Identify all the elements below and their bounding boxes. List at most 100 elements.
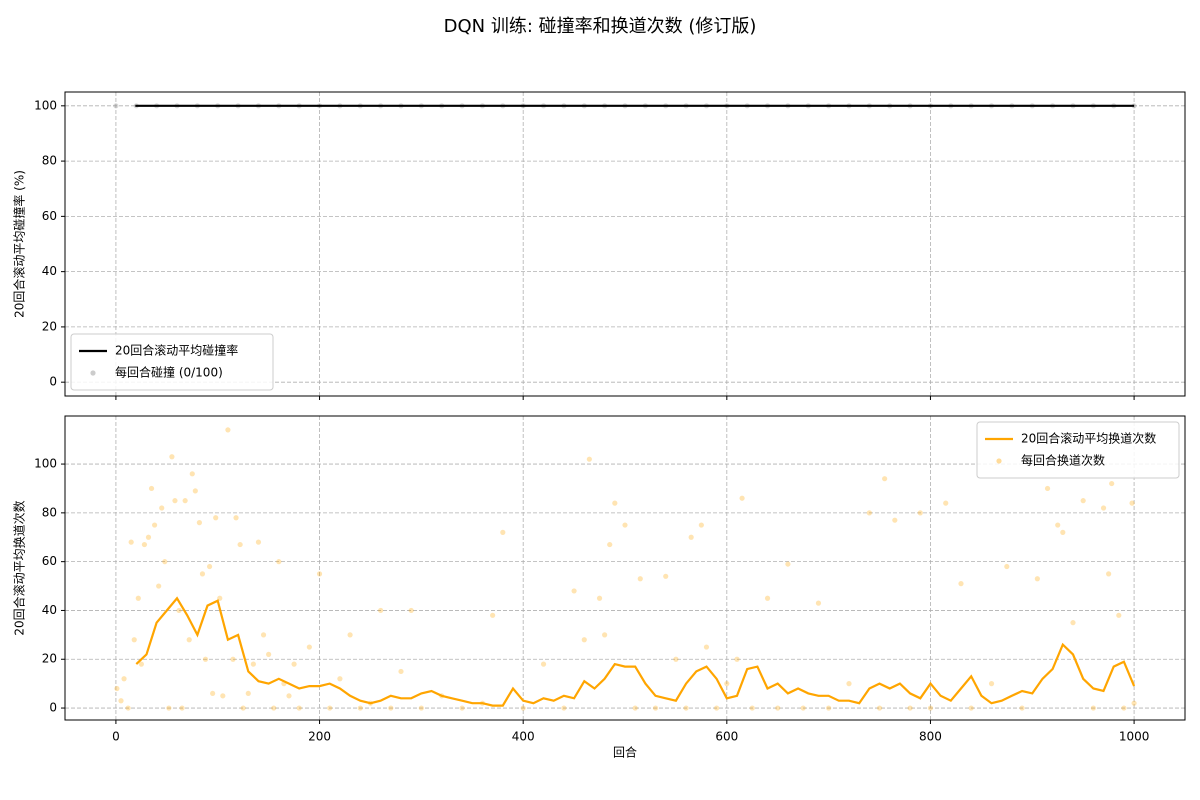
scatter-point: [943, 500, 949, 506]
scatter-point: [637, 576, 643, 582]
y-tick-label: 0: [49, 701, 57, 715]
legend-swatch: [90, 370, 96, 376]
x-tick-label: 600: [715, 730, 738, 744]
scatter-point: [500, 529, 506, 535]
x-tick-label: 800: [919, 730, 942, 744]
scatter-point: [398, 668, 404, 675]
scatter-point: [688, 534, 694, 540]
scatter-point: [225, 427, 231, 433]
y-tick-label: 100: [34, 98, 57, 112]
scatter-point: [652, 705, 659, 711]
y-tick-label: 40: [42, 264, 57, 278]
y-tick-label: 0: [49, 375, 57, 389]
x-axis-label: 回合: [613, 745, 637, 760]
scatter-point: [145, 534, 152, 540]
scatter-point: [775, 705, 781, 711]
scatter-point: [152, 522, 158, 528]
scatter-point: [260, 632, 267, 638]
scatter-point: [118, 698, 124, 704]
scatter-point: [182, 498, 188, 504]
scatter-point: [800, 705, 806, 711]
scatter-point: [250, 661, 256, 667]
scatter-point: [266, 651, 272, 657]
scatter-point: [459, 705, 465, 711]
scatter-point: [882, 476, 888, 482]
scatter-point: [169, 454, 175, 460]
scatter-point: [866, 510, 872, 516]
scatter-point: [988, 681, 995, 687]
y-tick-label: 60: [42, 209, 57, 223]
scatter-point: [561, 705, 567, 711]
line-series: [135, 596, 1136, 707]
scatter-point: [734, 656, 740, 662]
figure-title: DQN 训练: 碰撞率和换道次数 (修订版): [444, 16, 757, 37]
y-axis-label: 20回合滚动平均碰撞率 (%): [12, 170, 27, 318]
scatter-point: [698, 522, 704, 528]
scatter-point: [337, 676, 343, 682]
y-tick-label: 60: [42, 554, 57, 568]
scatter-point: [846, 681, 852, 687]
scatter-point: [826, 705, 832, 711]
scatter-point: [632, 705, 638, 711]
scatter-point: [1060, 529, 1066, 535]
scatter-point: [785, 561, 791, 567]
y-tick-label: 40: [42, 603, 57, 617]
scatter-point: [237, 541, 243, 548]
axes-frame: [64, 91, 1186, 397]
scatter-point: [663, 573, 669, 579]
scatter-point: [220, 693, 226, 699]
scatter-point: [764, 595, 771, 601]
scatter-point: [714, 705, 720, 711]
scatter-point: [917, 510, 923, 516]
scatter-point: [233, 515, 239, 521]
scatter-point: [135, 595, 141, 601]
scatter-point: [581, 637, 587, 643]
scatter-point: [296, 705, 302, 711]
scatter-point: [189, 471, 195, 477]
axes: 0 20 40 60 80 100 20回合滚动平均碰撞率 (%) 20回合滚动平均碰撞率每回…: [12, 91, 1186, 400]
scatter-point: [1090, 705, 1096, 711]
scatter-point: [230, 656, 236, 662]
scatter-point: [596, 595, 603, 601]
scatter-point: [327, 705, 333, 711]
legend-label: 每回合换道次数: [1021, 453, 1105, 468]
scatter-point: [1109, 480, 1115, 487]
scatter-point: [1034, 576, 1040, 582]
scatter-point: [114, 685, 120, 692]
scatter-point: [286, 693, 292, 699]
x-tick-label: 0: [112, 730, 120, 744]
scatter-point: [683, 705, 689, 711]
scatter-point: [968, 705, 974, 711]
scatter-point: [113, 103, 119, 109]
legend-label: 20回合滚动平均换道次数: [1021, 431, 1156, 446]
scatter-point: [602, 632, 608, 638]
scatter-point: [240, 705, 246, 711]
scatter-point: [607, 541, 613, 548]
scatter-point: [125, 705, 131, 711]
scatter-point: [347, 632, 353, 638]
scatter-point: [1106, 571, 1112, 577]
scatter-point: [378, 607, 384, 614]
legend-box: [70, 333, 274, 391]
x-tick-label: 1000: [1119, 730, 1150, 744]
scatter-point: [388, 705, 394, 711]
y-tick-label: 80: [42, 505, 57, 519]
scatter-point: [622, 522, 628, 528]
scatter-point: [1080, 498, 1086, 504]
scatter-point: [179, 705, 185, 711]
scatter-point: [927, 705, 934, 711]
scatter-point: [418, 705, 424, 711]
scatter-point: [186, 637, 192, 643]
legend-swatch: [996, 458, 1002, 464]
scatter-point: [199, 571, 206, 577]
scatter-point: [206, 563, 213, 570]
scatter-point: [1044, 485, 1051, 492]
scatter-point: [815, 600, 822, 606]
scatter-point: [1019, 705, 1025, 711]
scatter-point: [276, 559, 282, 565]
scatter-point: [202, 656, 209, 662]
scatter-point: [907, 705, 913, 711]
scatter-point: [245, 690, 251, 697]
